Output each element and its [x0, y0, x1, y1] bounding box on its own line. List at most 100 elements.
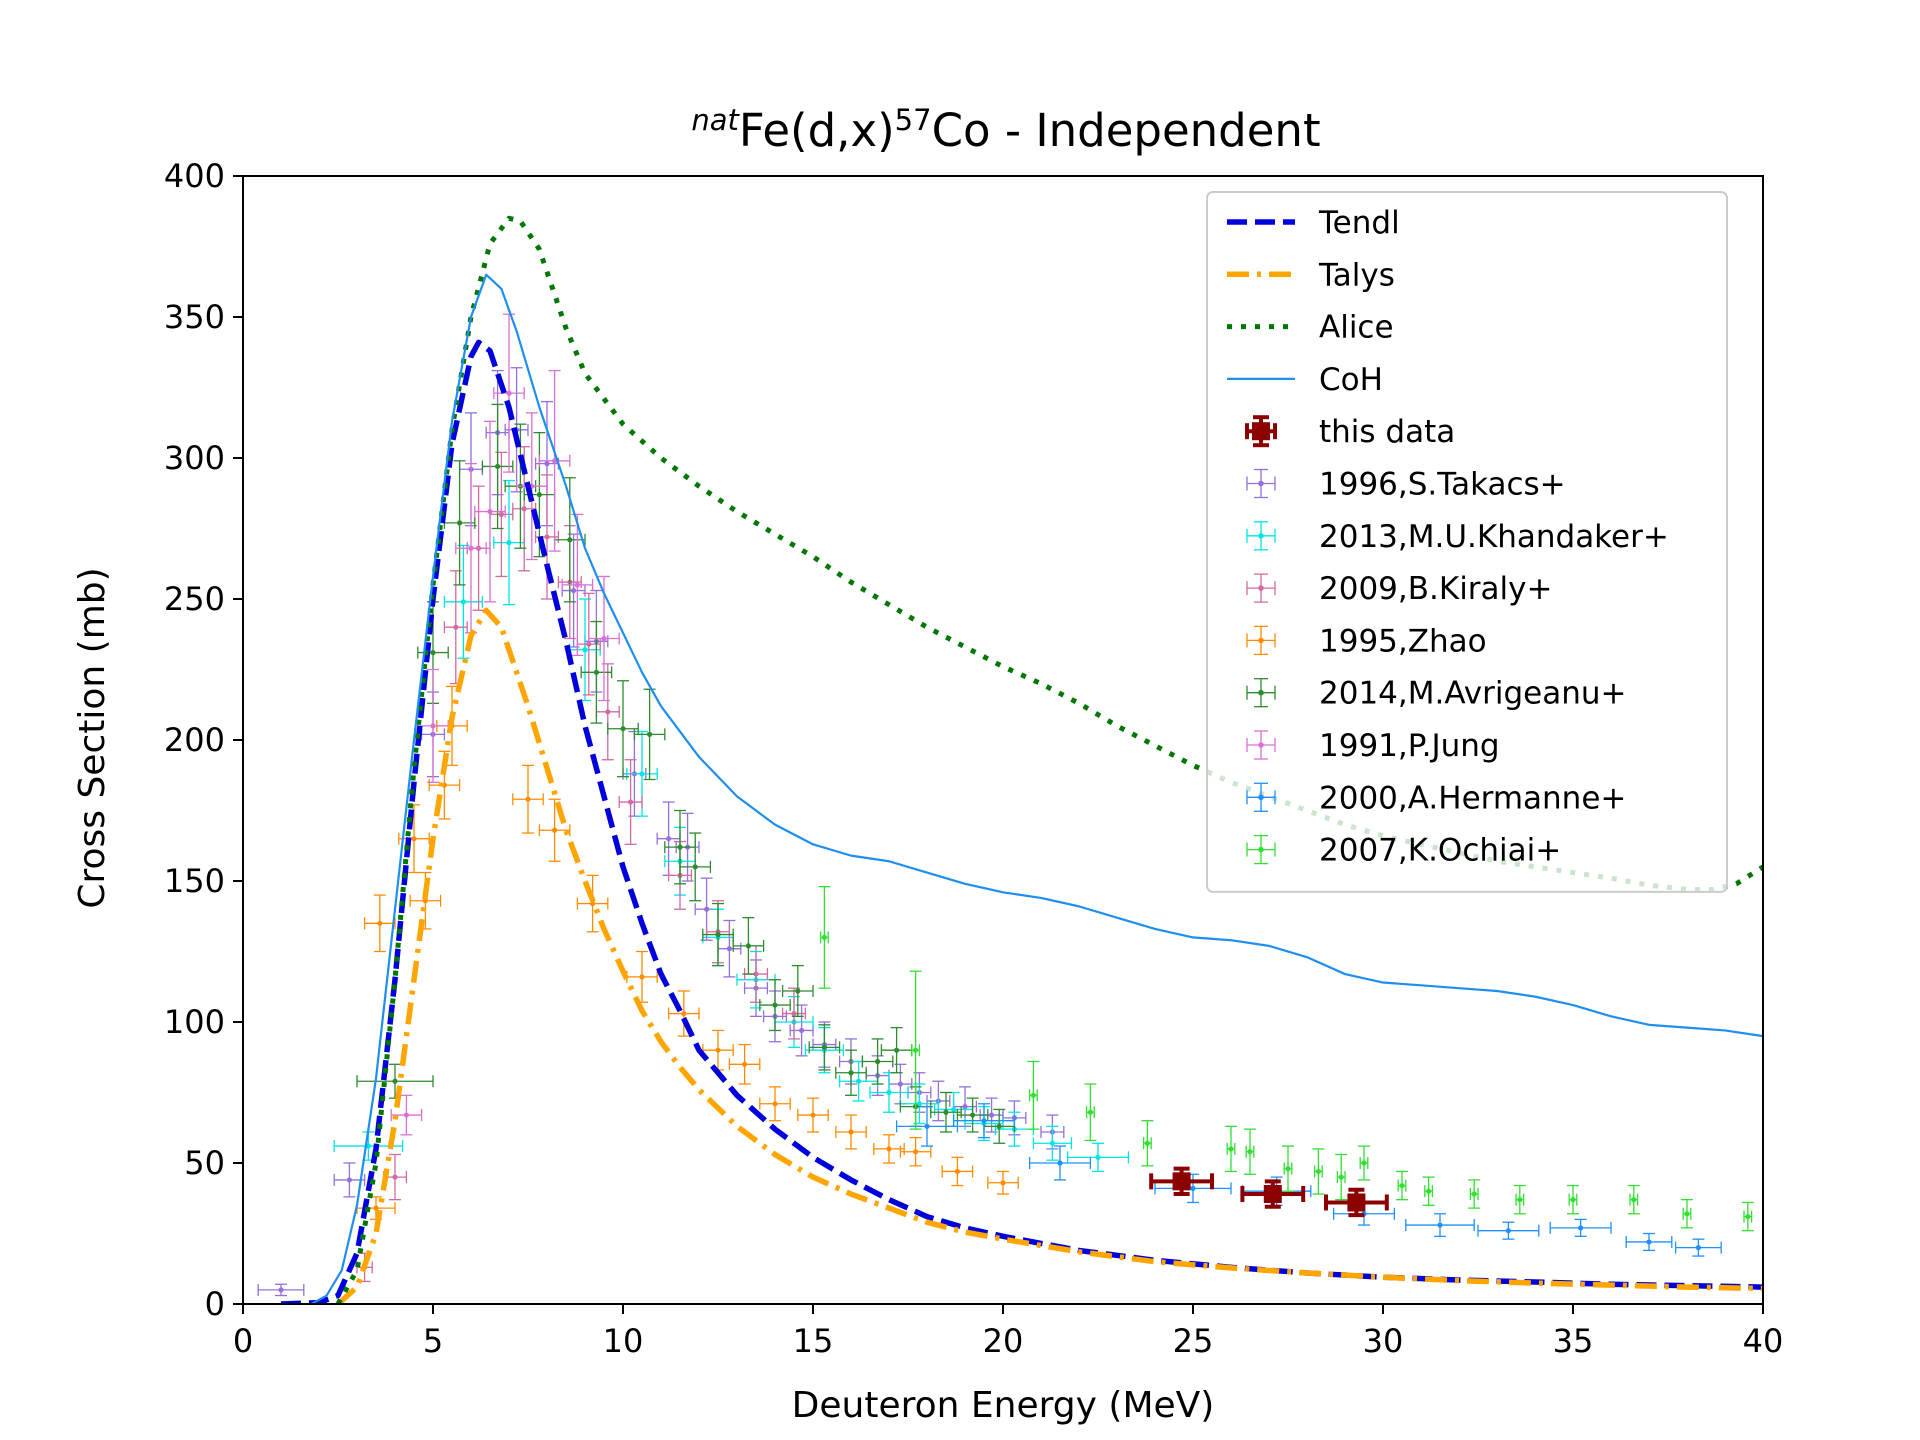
legend-label: 2000,A.Hermanne+ — [1319, 780, 1626, 816]
y-tick-label: 300 — [164, 439, 225, 477]
legend-entry-this-data: this data — [1245, 414, 1455, 450]
data-point — [576, 874, 609, 933]
data-point — [1477, 1221, 1540, 1240]
legend: Tendl Talys Alice CoH this data 1996,S.Takacs… — [1206, 191, 1728, 893]
legend-entry-2009-b-kiraly: 2009,B.Kiraly+ — [1246, 571, 1552, 607]
y-tick-label: 100 — [164, 1003, 225, 1041]
legend-entry-2013-m-u-khandaker: 2013,M.U.Khandaker+ — [1246, 519, 1669, 555]
series-this-data — [1149, 1166, 1389, 1218]
data-point — [1027, 1060, 1040, 1130]
data-point — [1335, 1153, 1348, 1201]
data-point — [481, 403, 514, 530]
legend-swatch — [1246, 678, 1276, 708]
legend-swatch — [1246, 730, 1276, 760]
legend-label: 2013,M.U.Khandaker+ — [1319, 519, 1669, 555]
data-point — [797, 1097, 829, 1133]
legend-label: Alice — [1319, 310, 1394, 346]
data-point — [538, 798, 571, 862]
data-point — [702, 902, 734, 967]
data-point — [873, 1134, 905, 1164]
data-point — [455, 462, 487, 634]
data-point — [808, 1024, 841, 1071]
legend-box — [1206, 191, 1728, 893]
data-point — [1244, 1128, 1256, 1175]
data-point — [1149, 1166, 1214, 1197]
data-point — [759, 1086, 791, 1122]
data-point — [818, 885, 831, 989]
data-point — [1154, 1173, 1232, 1204]
data-point — [333, 1162, 366, 1198]
data-point — [759, 979, 791, 1032]
data-point — [1468, 1179, 1481, 1209]
legend-entry-1991-p-jung: 1991,P.Jung — [1246, 728, 1500, 764]
curve-coh — [310, 273, 1763, 1304]
legend-swatch — [1246, 521, 1276, 551]
series-1995-zhao — [356, 685, 1019, 1221]
data-point — [930, 1091, 962, 1133]
legend-label: Talys — [1318, 257, 1395, 293]
data-point — [1674, 1238, 1722, 1257]
data-point — [1225, 1125, 1237, 1173]
legend-entry-2014-m-avrigeanu: 2014,M.Avrigeanu+ — [1246, 676, 1626, 712]
y-tick-label: 400 — [164, 157, 225, 195]
data-point — [1627, 1184, 1640, 1215]
data-point — [1028, 1145, 1092, 1181]
data-point — [1549, 1218, 1612, 1237]
legend-label: this data — [1319, 414, 1455, 450]
data-point — [443, 544, 484, 659]
legend-swatch — [1246, 834, 1276, 865]
legend-label: CoH — [1319, 362, 1383, 398]
y-tick-label: 150 — [164, 862, 225, 900]
legend-label: 2014,M.Avrigeanu+ — [1319, 676, 1626, 712]
x-tick-label: 0 — [233, 1322, 253, 1360]
x-tick-label: 15 — [793, 1322, 834, 1360]
legend-label: Tendl — [1318, 205, 1400, 241]
data-point — [956, 1097, 989, 1133]
data-point — [618, 759, 643, 845]
legend-swatch — [1245, 415, 1277, 448]
data-point — [861, 1038, 894, 1085]
y-tick-label: 250 — [164, 580, 225, 618]
data-point — [895, 1105, 959, 1147]
data-point — [1422, 1176, 1435, 1206]
data-point — [835, 1114, 867, 1150]
legend-entry-coh: CoH — [1227, 362, 1383, 398]
data-point — [1625, 1232, 1673, 1252]
data-point — [1681, 1199, 1693, 1229]
data-point — [1141, 1120, 1154, 1167]
legend-swatch — [1246, 625, 1276, 656]
data-point — [1358, 1145, 1370, 1181]
data-point — [679, 832, 712, 902]
data-point — [667, 990, 700, 1037]
data-point — [909, 970, 922, 1130]
legend-label: 1995,Zhao — [1319, 623, 1487, 659]
legend-label: 2007,K.Ochiai+ — [1319, 833, 1561, 869]
legend-label: 1996,S.Takacs+ — [1319, 467, 1566, 503]
data-point — [1567, 1184, 1579, 1215]
legend-swatch — [1246, 782, 1276, 812]
data-point — [1312, 1148, 1325, 1195]
legend-entry-1996-s-takacs: 1996,S.Takacs+ — [1246, 467, 1566, 503]
data-point — [257, 1283, 305, 1297]
data-point — [390, 1094, 423, 1136]
data-point — [656, 801, 681, 877]
legend-entry-alice: Alice — [1227, 310, 1394, 346]
legend-label: 2009,B.Kiraly+ — [1319, 571, 1552, 607]
data-point — [728, 1043, 761, 1085]
data-point — [595, 663, 620, 761]
x-tick-label: 10 — [603, 1322, 644, 1360]
data-point — [1066, 1142, 1130, 1173]
data-point — [1084, 1083, 1097, 1142]
data-point — [534, 474, 560, 600]
data-point — [781, 964, 814, 1018]
data-point — [1324, 1187, 1389, 1218]
data-point — [1513, 1184, 1526, 1215]
data-point — [869, 1072, 909, 1113]
data-point — [952, 1103, 1016, 1139]
data-point — [474, 420, 506, 603]
data-point — [607, 680, 639, 778]
y-tick-label: 0 — [205, 1285, 225, 1323]
data-point — [443, 460, 476, 586]
